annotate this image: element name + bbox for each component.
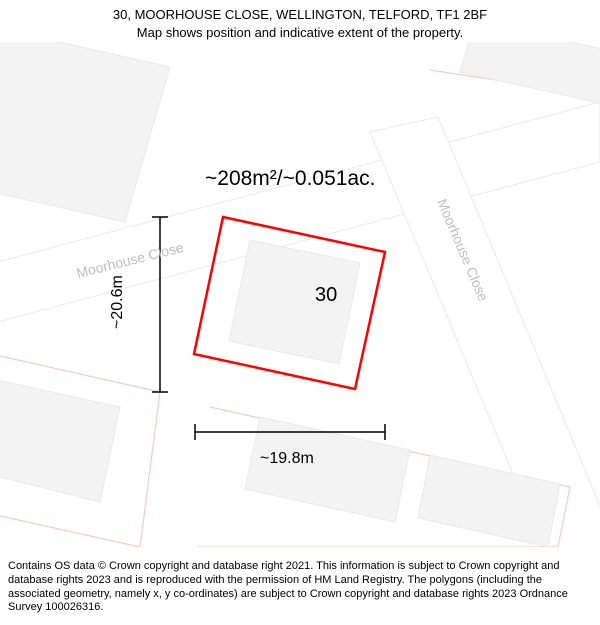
plot-number: 30: [315, 284, 337, 307]
map-svg: [0, 42, 600, 547]
area-label: ~208m²/~0.051ac.: [205, 167, 375, 191]
horizontal-dimension-label: ~19.8m: [260, 450, 314, 468]
subtitle-line: Map shows position and indicative extent…: [10, 24, 590, 42]
vertical-dimension-label: ~20.6m: [109, 275, 127, 329]
address-line: 30, MOORHOUSE CLOSE, WELLINGTON, TELFORD…: [10, 6, 590, 24]
header: 30, MOORHOUSE CLOSE, WELLINGTON, TELFORD…: [0, 0, 600, 43]
footer-copyright: Contains OS data © Crown copyright and d…: [0, 554, 600, 625]
map-area: ~208m²/~0.051ac. ~20.6m ~19.8m 30 Moorho…: [0, 42, 600, 547]
